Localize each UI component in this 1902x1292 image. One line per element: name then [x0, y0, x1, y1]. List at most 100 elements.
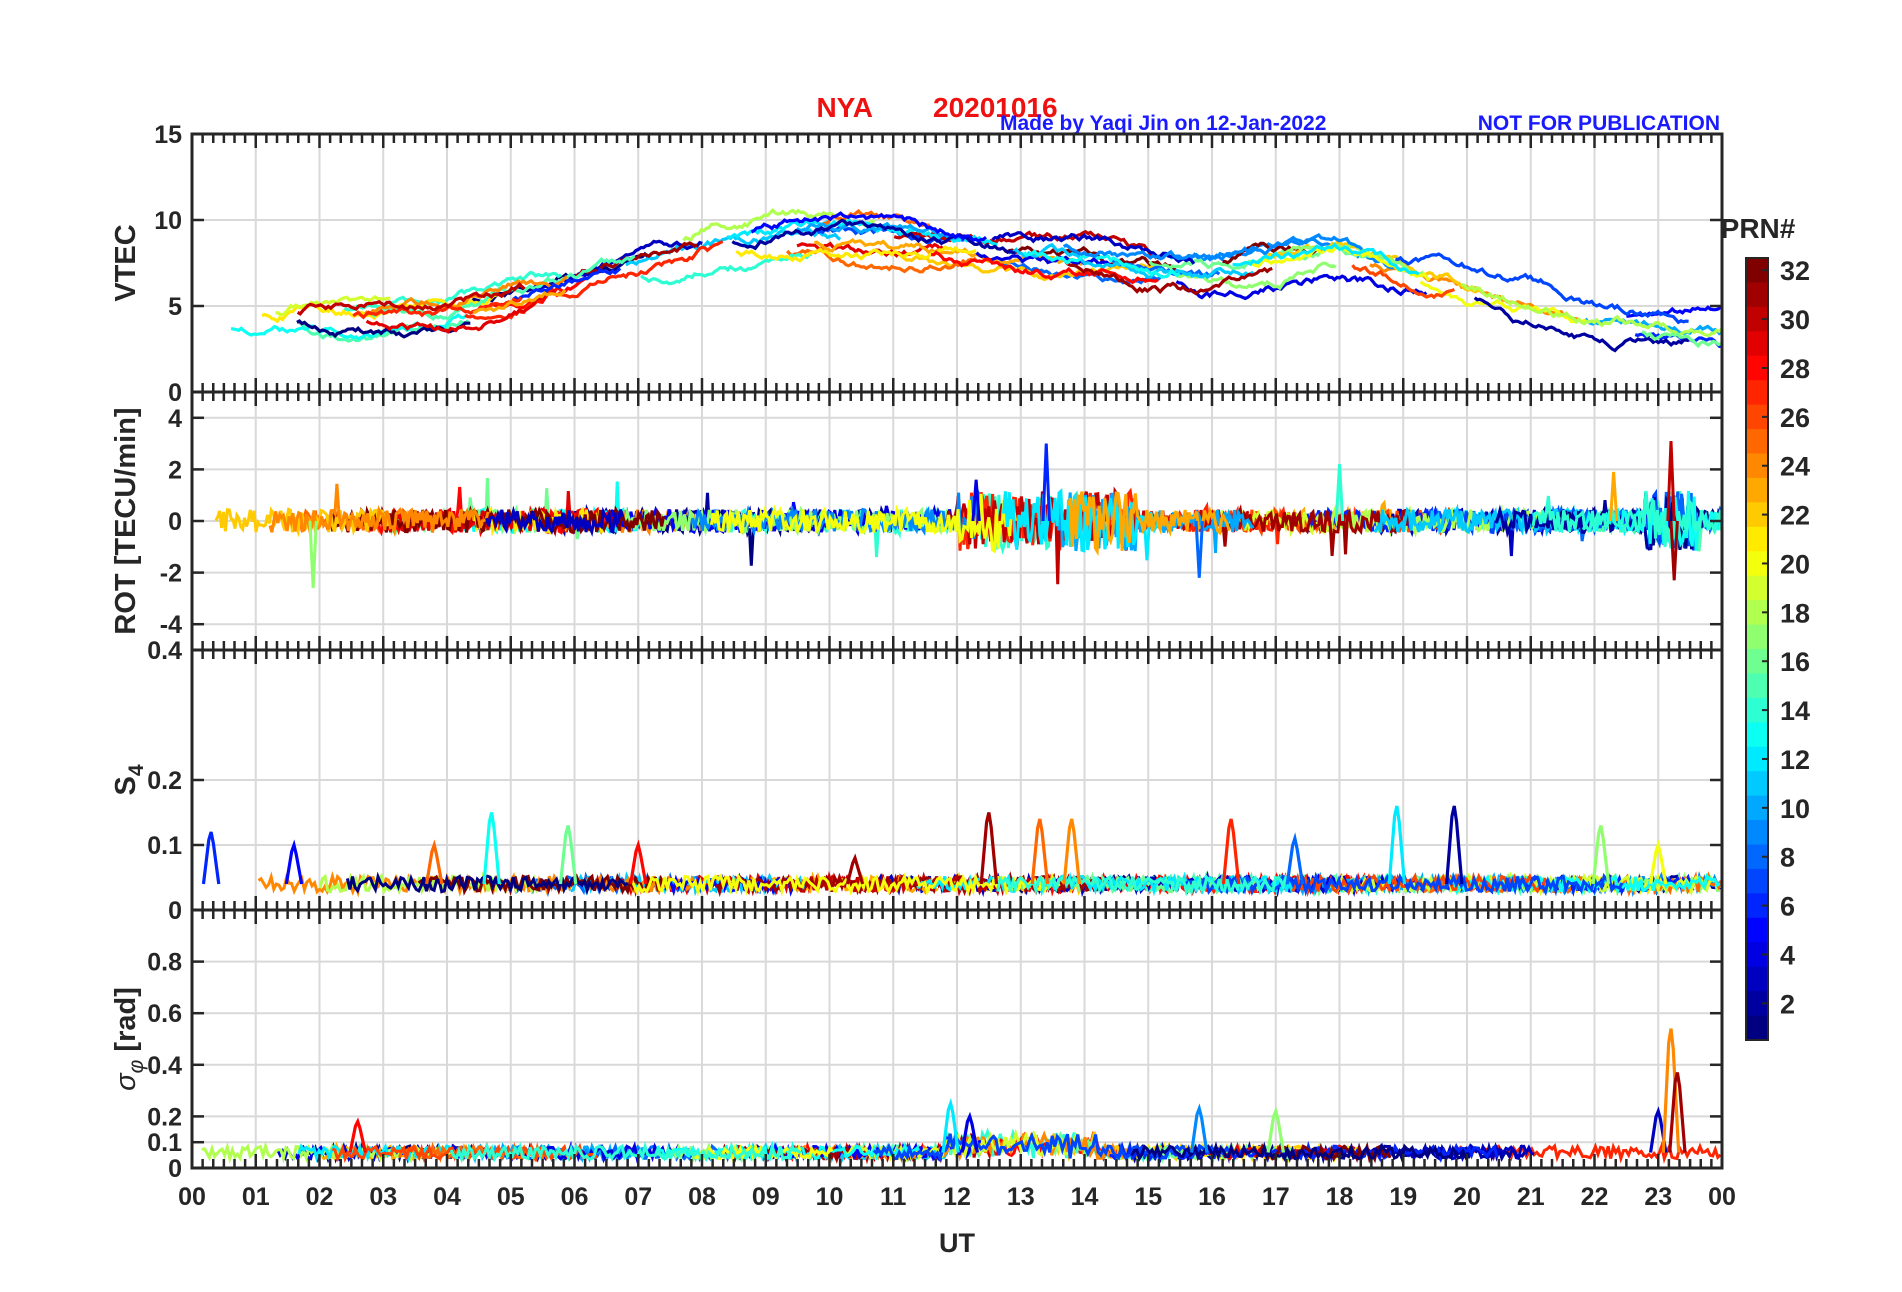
y-tick-label: 15: [154, 121, 182, 149]
sigma_phi-trace: [449, 1140, 802, 1164]
colorbar-tick-label: 28: [1780, 354, 1810, 384]
vtec-trace: [472, 289, 567, 315]
x-tick-label: 22: [1581, 1183, 1609, 1211]
colorbar-tick-label: 22: [1780, 501, 1810, 531]
sigma_phi-trace: [1130, 1141, 1470, 1164]
colorbar-tick-label: 26: [1780, 403, 1810, 433]
rot-spike: [1334, 464, 1345, 522]
vtec-trace: [991, 231, 1196, 265]
y-tick-label: 0.1: [147, 832, 182, 860]
s4-peak: [1649, 839, 1668, 885]
vtec-trace: [574, 241, 698, 278]
vtec-trace: [275, 294, 391, 317]
vtec-trace: [296, 281, 526, 316]
colorbar-swatch: [1746, 722, 1768, 748]
title-date: 20201016: [933, 92, 1058, 123]
vtec-trace: [822, 208, 930, 227]
panel-sigma_phi: 00.10.2 0.4 0.6 0.8 σφ [rad]: [110, 908, 1724, 1183]
s4-peak: [425, 839, 444, 885]
colorbar-swatch: [1746, 868, 1768, 894]
series-sigma_phi: [201, 1028, 1722, 1165]
colorbar-tick-label: 18: [1780, 598, 1810, 628]
x-tick-label: 14: [1071, 1183, 1099, 1211]
colorbar-tick-label: 32: [1780, 256, 1810, 286]
x-tick-label: 17: [1262, 1183, 1290, 1211]
vtec-trace: [930, 250, 1159, 285]
colorbar-swatch: [1746, 893, 1768, 919]
colorbar-frame: [1745, 257, 1769, 1041]
colorbar-tick-label: 10: [1780, 794, 1810, 824]
rot-trace: [1531, 490, 1722, 550]
y-tick-label: 0.4: [147, 637, 182, 665]
vtec-trace: [1473, 296, 1690, 353]
y-tick-label: 0.6: [147, 1000, 182, 1028]
sigma_phi-peak: [960, 1111, 979, 1153]
colorbar-swatch: [1746, 477, 1768, 503]
rot-trace: [709, 493, 1017, 554]
y-tick-label: 0.2: [147, 767, 182, 795]
y-tick-label: 0: [168, 508, 182, 536]
x-tick-label: 02: [306, 1183, 334, 1211]
colorbar-tick-label: 4: [1780, 940, 1795, 970]
sigma_phi-peak: [1266, 1106, 1285, 1153]
rot-spike: [1666, 440, 1676, 522]
x-tick-label: 19: [1389, 1183, 1417, 1211]
colorbar-swatch: [1746, 502, 1768, 528]
y-tick-label: 0.4: [147, 1052, 182, 1080]
colorbar-swatch: [1746, 673, 1768, 699]
rot-spike: [308, 520, 318, 589]
sigma_phi-trace: [1375, 1142, 1535, 1162]
series-vtec: [230, 208, 1722, 353]
s4-peak: [1030, 818, 1050, 885]
s4-peak: [1062, 818, 1081, 885]
s4-peak: [284, 839, 304, 885]
x-tick-label: 05: [497, 1183, 525, 1211]
colorbar-swatch: [1746, 258, 1768, 284]
colorbar-swatch: [1746, 600, 1768, 626]
y-tick-label: 0.2: [147, 1103, 182, 1131]
colorbar-tick-label: 12: [1780, 745, 1810, 775]
y-tick-label: 2: [168, 456, 182, 484]
y-tick-label: 0.8: [147, 949, 182, 977]
s4-peak: [482, 812, 501, 885]
colorbar-swatch: [1746, 404, 1768, 430]
x-tick-label: 09: [752, 1183, 780, 1211]
y-tick-label: 0.1: [147, 1129, 182, 1157]
s4-peak: [558, 825, 578, 885]
colorbar-swatch: [1746, 380, 1768, 406]
sigma_phi-peak: [1190, 1103, 1209, 1153]
x-tick-label: 12: [943, 1183, 971, 1211]
colorbar-tick-label: 6: [1780, 892, 1795, 922]
s4-peak: [979, 812, 999, 885]
x-tick-label: 07: [624, 1183, 652, 1211]
colorbar-swatch: [1746, 820, 1768, 846]
vtec-trace: [352, 296, 523, 320]
sigma_phi-peak: [348, 1117, 367, 1153]
colorbar-tick-label: 2: [1780, 989, 1795, 1019]
s4-peak: [1445, 805, 1464, 885]
colorbar-swatch: [1746, 429, 1768, 455]
s4-peak: [845, 853, 865, 885]
x-tick-label: 01: [242, 1183, 270, 1211]
colorbar-swatch: [1746, 453, 1768, 479]
y-axis-label: ROT [TECU/min]: [110, 407, 142, 634]
rot-trace: [268, 483, 490, 538]
vtec-trace: [975, 251, 1113, 268]
s4-peak: [629, 839, 648, 885]
colorbar-swatch: [1746, 942, 1768, 968]
colorbar-tick-label: 24: [1780, 452, 1810, 482]
y-axis-label: VTEC: [110, 224, 142, 301]
colorbar-swatch: [1746, 771, 1768, 797]
s4-peak: [1387, 805, 1407, 885]
x-tick-labels: 00 01 02 03 04 05 06 07 08 09 10 11 12 13 14 15 16 17 18 19…: [178, 1183, 1736, 1211]
vtec-trace: [792, 221, 965, 240]
rot-spike: [1669, 520, 1679, 581]
notice-text: NOT FOR PUBLICATION: [1478, 112, 1720, 135]
vtec-trace: [1062, 233, 1364, 262]
colorbar-tick-label: 20: [1780, 549, 1810, 579]
colorbar-swatch: [1746, 697, 1768, 723]
title-station: NYA: [816, 92, 873, 123]
s4-peak: [1591, 825, 1611, 885]
vtec-trace: [750, 211, 988, 243]
